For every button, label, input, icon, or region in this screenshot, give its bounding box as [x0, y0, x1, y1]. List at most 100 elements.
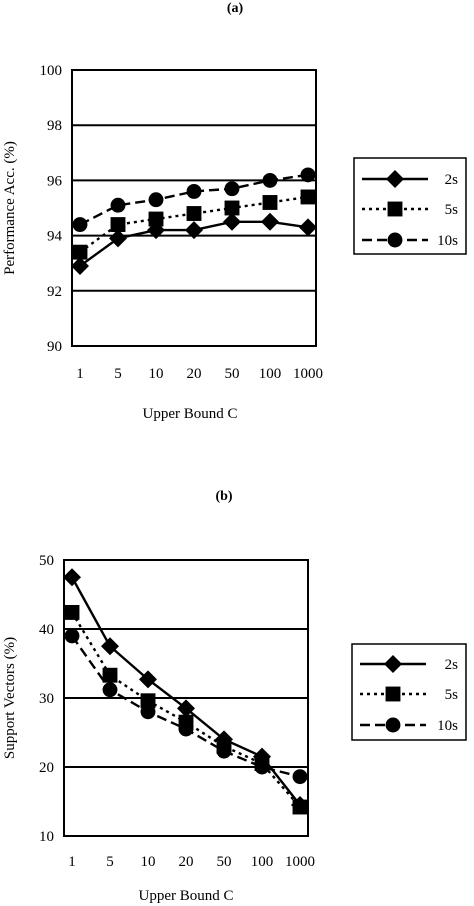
data-point: [300, 189, 316, 205]
x-tick-label: 1: [76, 366, 84, 382]
series-5s: [72, 189, 316, 260]
x-tick-labels: 1 5 10 20 50 100 1000: [76, 366, 323, 382]
x-tick-label: 10: [141, 854, 156, 870]
plot-area: [71, 69, 317, 347]
data-point: [72, 217, 88, 232]
data-point: [101, 637, 119, 656]
data-point: [140, 693, 156, 709]
x-tick-label: 5: [106, 854, 114, 870]
x-tick-label: 50: [225, 366, 240, 382]
grid-lines: [64, 628, 308, 768]
plot-area: [63, 559, 309, 837]
legend-item: 2s: [360, 655, 458, 673]
x-tick-label: 50: [217, 854, 232, 870]
legend-label: 10s: [437, 718, 458, 734]
y-tick-label: 90: [47, 339, 62, 355]
x-tick-label: 20: [187, 366, 202, 382]
data-point: [262, 195, 278, 210]
y-tick-label: 100: [40, 63, 63, 79]
data-point: [110, 217, 126, 232]
chart-panel-a: (a) 90 92 94 96 98 100 1 5 10 20 50 100 1000 Perfor…: [2, 1, 467, 422]
x-tick-label: 10: [149, 366, 164, 382]
legend-marker: [387, 201, 403, 217]
legend-item: 2s: [362, 170, 458, 188]
x-tick-label: 100: [259, 366, 282, 382]
data-point: [186, 184, 202, 199]
data-point: [224, 200, 240, 216]
y-tick-label: 30: [39, 691, 54, 707]
data-point: [216, 743, 232, 759]
data-point: [64, 605, 80, 620]
data-point: [262, 172, 278, 188]
x-tick-label: 1: [68, 854, 76, 870]
legend-marker: [384, 655, 402, 673]
data-point: [224, 181, 240, 197]
data-point: [177, 699, 195, 718]
legend-marker: [387, 232, 403, 248]
x-axis-label: Upper Bound C: [139, 888, 234, 904]
data-point: [186, 206, 202, 221]
legend-label: 5s: [445, 202, 459, 218]
legend-item: 5s: [362, 201, 459, 218]
y-tick-label: 40: [39, 622, 54, 638]
data-point: [102, 682, 118, 698]
x-tick-label: 5: [114, 366, 122, 382]
y-tick-label: 92: [47, 284, 62, 300]
series-group: [63, 568, 309, 815]
data-point: [299, 218, 317, 237]
data-point: [261, 212, 279, 231]
y-tick-label: 10: [39, 829, 54, 845]
legend-marker: [385, 686, 401, 702]
series-group: [71, 167, 317, 275]
legend-marker: [386, 170, 404, 188]
x-tick-label: 1000: [293, 366, 323, 382]
data-point: [109, 229, 127, 248]
data-point: [185, 221, 203, 240]
series-2s: [71, 212, 317, 275]
series-2s: [63, 568, 309, 814]
y-tick-label: 20: [39, 760, 54, 776]
legend-label: 10s: [437, 233, 458, 249]
data-point: [64, 628, 80, 644]
data-point: [72, 244, 88, 260]
x-tick-label: 1000: [285, 854, 315, 870]
data-point: [223, 212, 241, 231]
x-tick-labels: 1 5 10 20 50 100 1000: [68, 854, 315, 870]
data-point: [148, 192, 164, 208]
y-axis-label: Performance Acc. (%): [2, 141, 18, 275]
chart-panel-b: (b) 10 20 30 40 50 1 5 10 20 50 100 1000 Support V…: [2, 489, 467, 904]
legend-label: 5s: [445, 687, 459, 703]
y-tick-labels: 90 92 94 96 98 100: [40, 63, 63, 355]
y-tick-labels: 10 20 30 40 50: [39, 553, 54, 845]
y-axis-label: Support Vectors (%): [2, 637, 18, 759]
legend: 2s 5s 10s: [362, 170, 458, 249]
x-tick-label: 100: [251, 854, 274, 870]
panel-label: (a): [227, 1, 244, 16]
legend-label: 2s: [445, 657, 459, 673]
data-point: [140, 704, 156, 720]
data-point: [292, 799, 308, 815]
data-point: [71, 256, 89, 275]
legend-item: 10s: [360, 717, 458, 734]
series-10s: [72, 167, 316, 232]
data-point: [254, 759, 270, 775]
data-point: [300, 167, 316, 183]
legend: 2s 5s 10s: [360, 655, 458, 734]
y-tick-label: 94: [47, 229, 63, 245]
data-point: [110, 197, 126, 213]
data-point: [102, 667, 118, 683]
y-tick-label: 50: [39, 553, 54, 569]
legend-item: 10s: [362, 232, 458, 249]
legend-item: 5s: [360, 686, 459, 703]
x-tick-label: 20: [179, 854, 194, 870]
legend-label: 2s: [445, 172, 459, 188]
data-point: [178, 721, 194, 737]
legend-box: [353, 157, 467, 255]
data-point: [63, 568, 81, 587]
panel-label: (b): [215, 489, 232, 504]
data-point: [139, 670, 157, 689]
data-point: [148, 211, 164, 227]
legend-marker: [385, 717, 401, 733]
series-10s: [64, 628, 308, 785]
